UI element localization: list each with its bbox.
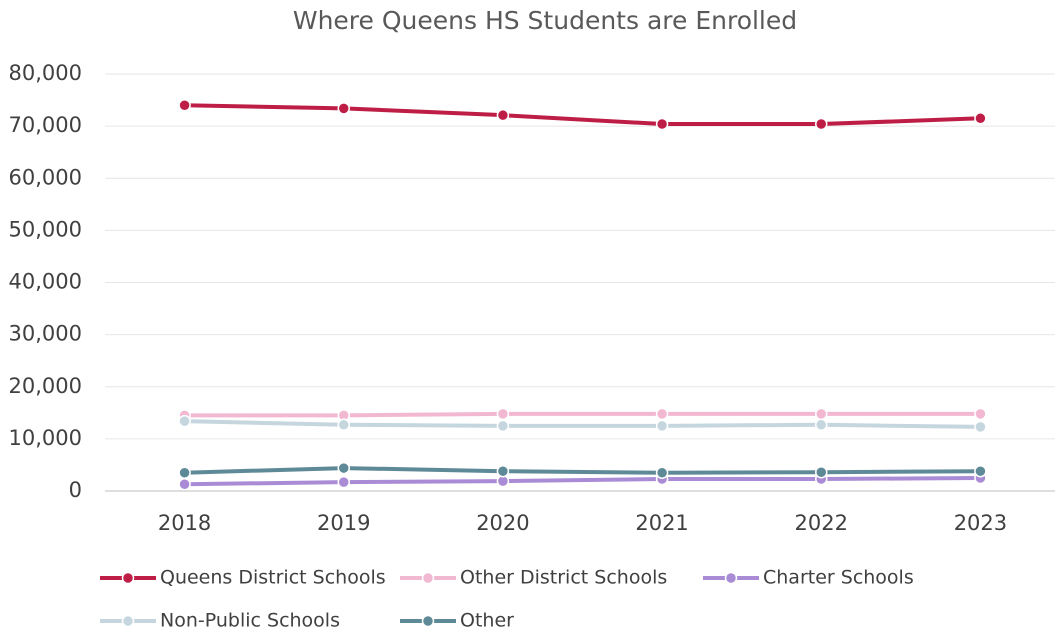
data-point	[815, 418, 828, 432]
series-line	[184, 411, 981, 418]
data-point	[655, 117, 669, 131]
series-line	[184, 103, 981, 127]
x-tick-label: 2022	[795, 511, 848, 535]
legend-label: Non-Public Schools	[160, 610, 340, 632]
legend-label: Queens District Schools	[160, 567, 386, 589]
x-tick-label: 2021	[635, 511, 688, 535]
data-point	[496, 407, 510, 421]
legend-marker	[724, 571, 738, 585]
y-tick-label: 60,000	[9, 165, 82, 189]
chart-title: Where Queens HS Students are Enrolled	[293, 6, 797, 35]
x-tick-label: 2020	[476, 511, 529, 535]
data-point	[337, 418, 350, 432]
data-point	[337, 102, 350, 115]
series-line	[184, 475, 981, 487]
data-point	[974, 407, 987, 421]
x-tick-label: 2023	[954, 511, 1007, 535]
data-point	[496, 419, 510, 433]
series-line	[184, 466, 981, 475]
legend-marker	[421, 614, 435, 628]
y-tick-label: 20,000	[9, 374, 82, 398]
legend-marker	[121, 571, 135, 585]
data-point	[974, 112, 987, 125]
legend-label: Other District Schools	[460, 567, 667, 589]
data-point	[655, 407, 669, 421]
legend-marker	[121, 614, 135, 628]
y-tick-label: 70,000	[9, 113, 82, 137]
legend-label: Charter Schools	[763, 567, 914, 589]
x-tick-label: 2018	[158, 511, 211, 535]
legend-marker	[421, 571, 435, 585]
y-tick-label: 10,000	[9, 426, 82, 450]
data-point	[178, 414, 191, 428]
x-tick-label: 2019	[317, 511, 370, 535]
data-point	[974, 464, 987, 478]
series-line	[184, 419, 981, 429]
y-tick-label: 30,000	[9, 322, 82, 346]
data-point	[815, 465, 828, 479]
data-point	[815, 407, 828, 421]
data-point	[655, 419, 669, 433]
data-point	[178, 99, 191, 112]
data-point	[337, 475, 350, 489]
y-tick-label: 50,000	[9, 217, 82, 241]
data-point	[178, 477, 191, 491]
data-point	[496, 464, 510, 478]
data-point	[496, 108, 510, 122]
data-point	[178, 466, 191, 480]
legend-label: Other	[460, 610, 514, 632]
data-point	[974, 420, 987, 434]
y-tick-label: 0	[69, 478, 82, 502]
data-point	[655, 466, 669, 480]
y-tick-label: 80,000	[9, 61, 82, 85]
data-point	[815, 117, 828, 131]
data-point	[337, 461, 350, 475]
y-tick-label: 40,000	[9, 270, 82, 294]
